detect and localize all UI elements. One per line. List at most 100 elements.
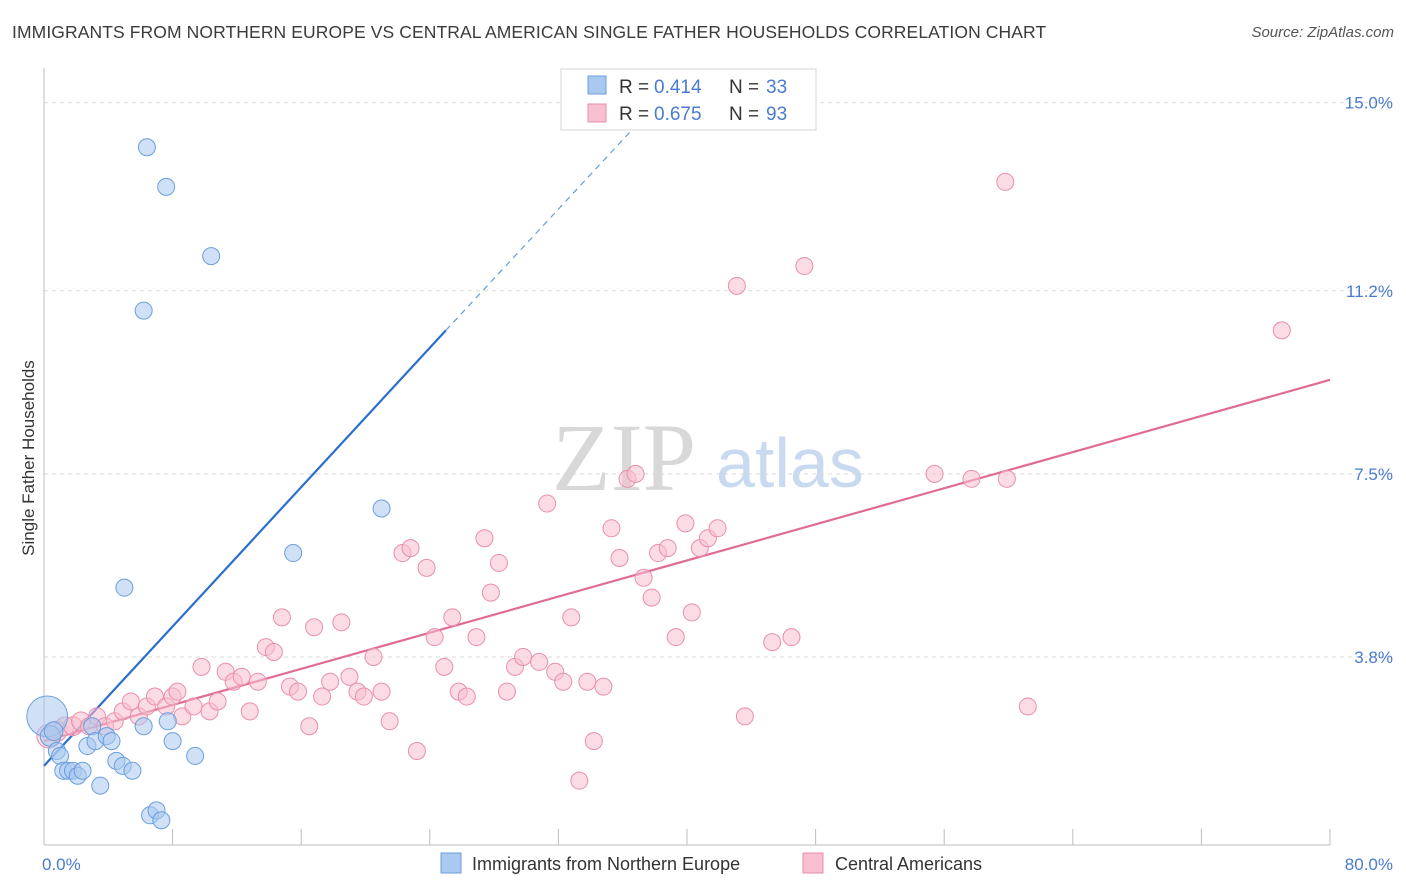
legend-r-label-1: R =	[619, 77, 649, 98]
series-legend-label-2: Central Americans	[835, 854, 982, 874]
point-central-americans-31	[288, 682, 307, 701]
point-northern-europe-31	[284, 544, 303, 563]
legend-r-value-1: 0.414	[654, 77, 702, 98]
point-central-americans-78	[682, 603, 701, 622]
point-central-americans-32	[300, 717, 319, 736]
point-central-americans-34	[313, 687, 332, 706]
point-central-americans-21	[208, 692, 227, 711]
point-central-americans-67	[594, 677, 613, 696]
point-central-americans-72	[634, 568, 653, 587]
point-central-americans-40	[364, 647, 383, 666]
point-central-americans-88	[962, 469, 981, 488]
point-northern-europe-22	[152, 811, 171, 830]
point-northern-europe-15	[102, 732, 121, 751]
point-central-americans-25	[240, 702, 259, 721]
point-central-americans-36	[332, 613, 351, 632]
legend-swatch-pink	[587, 103, 607, 123]
point-northern-europe-25	[186, 746, 205, 765]
point-central-americans-68	[602, 519, 621, 538]
point-northern-europe-18	[123, 761, 142, 780]
point-northern-europe-9	[73, 761, 92, 780]
point-central-americans-73	[642, 588, 661, 607]
point-central-americans-24	[232, 667, 251, 686]
point-northern-europe-29	[157, 177, 176, 196]
legend-n-label-2: N =	[729, 104, 759, 125]
watermark-atlas: atlas	[716, 424, 864, 502]
legend-swatch-blue	[587, 75, 607, 95]
legend-n-label-1: N =	[729, 77, 759, 98]
x-tick-min: 0.0%	[42, 855, 81, 874]
legend-n-value-1: 33	[766, 77, 787, 98]
y-tick-label-0: 3.8%	[1354, 648, 1393, 667]
series-legend: Immigrants from Northern Europe Central …	[440, 852, 982, 874]
point-central-americans-54	[481, 583, 500, 602]
point-central-americans-87	[925, 464, 944, 483]
point-central-americans-59	[530, 652, 549, 671]
point-central-americans-86	[795, 257, 814, 276]
point-northern-europe-24	[163, 732, 182, 751]
point-central-americans-69	[610, 548, 629, 567]
stats-legend: R = 0.414 N = 33 R = 0.675 N = 93	[560, 68, 817, 131]
y-axis-title: Single Father Households	[19, 360, 38, 556]
point-northern-europe-4	[51, 746, 70, 765]
point-central-americans-39	[354, 687, 373, 706]
point-northern-europe-32	[372, 499, 391, 518]
point-northern-europe-2	[43, 721, 64, 742]
point-central-americans-46	[417, 558, 436, 577]
chart-source: Source: ZipAtlas.com	[1251, 24, 1394, 41]
point-northern-europe-19	[134, 717, 153, 736]
point-central-americans-26	[248, 672, 267, 691]
point-central-americans-85	[782, 628, 801, 647]
point-central-americans-33	[305, 618, 324, 637]
point-central-americans-28	[264, 643, 283, 662]
point-central-americans-37	[340, 667, 359, 686]
y-tick-label-2: 11.2%	[1346, 282, 1393, 301]
series-legend-swatch-pink	[802, 852, 824, 874]
data-points	[26, 138, 1291, 830]
point-central-americans-19	[192, 657, 211, 676]
point-central-americans-10	[121, 692, 140, 711]
point-central-americans-45	[407, 741, 426, 760]
point-northern-europe-27	[134, 301, 153, 320]
point-northern-europe-13	[91, 776, 110, 795]
point-central-americans-90	[997, 469, 1016, 488]
point-central-americans-89	[996, 172, 1015, 191]
point-central-americans-53	[475, 529, 494, 548]
point-central-americans-63	[562, 608, 581, 627]
point-central-americans-82	[727, 276, 746, 295]
point-central-americans-60	[538, 494, 557, 513]
trend-line-northern-europe	[43, 329, 447, 767]
x-tick-max: 80.0%	[1345, 855, 1393, 874]
point-northern-europe-23	[158, 712, 177, 731]
point-northern-europe-28	[137, 138, 156, 157]
point-central-americans-55	[489, 553, 508, 572]
point-central-americans-84	[763, 633, 782, 652]
point-central-americans-58	[514, 647, 533, 666]
point-central-americans-62	[554, 672, 573, 691]
point-central-americans-42	[380, 712, 399, 731]
chart-title: IMMIGRANTS FROM NORTHERN EUROPE VS CENTR…	[12, 22, 1047, 42]
point-central-americans-71	[626, 464, 645, 483]
gridlines	[44, 102, 1392, 658]
point-central-americans-51	[457, 687, 476, 706]
point-central-americans-77	[676, 514, 695, 533]
point-central-americans-29	[272, 608, 291, 627]
point-central-americans-66	[584, 732, 603, 751]
point-central-americans-49	[443, 608, 462, 627]
point-central-americans-48	[435, 657, 454, 676]
point-central-americans-65	[578, 672, 597, 691]
point-central-americans-76	[666, 628, 685, 647]
point-central-americans-75	[658, 539, 677, 558]
legend-r-label-2: R =	[619, 104, 649, 125]
y-tick-label-1: 7.5%	[1354, 465, 1393, 484]
y-tick-label-3: 15.0%	[1345, 94, 1393, 113]
point-central-americans-81	[708, 519, 727, 538]
point-central-americans-16	[168, 682, 187, 701]
point-central-americans-64	[570, 771, 589, 790]
point-northern-europe-26	[115, 578, 134, 597]
legend-r-value-2: 0.675	[654, 104, 702, 125]
point-central-americans-35	[321, 672, 340, 691]
series-legend-label-1: Immigrants from Northern Europe	[472, 854, 740, 874]
point-central-americans-91	[1018, 697, 1037, 716]
